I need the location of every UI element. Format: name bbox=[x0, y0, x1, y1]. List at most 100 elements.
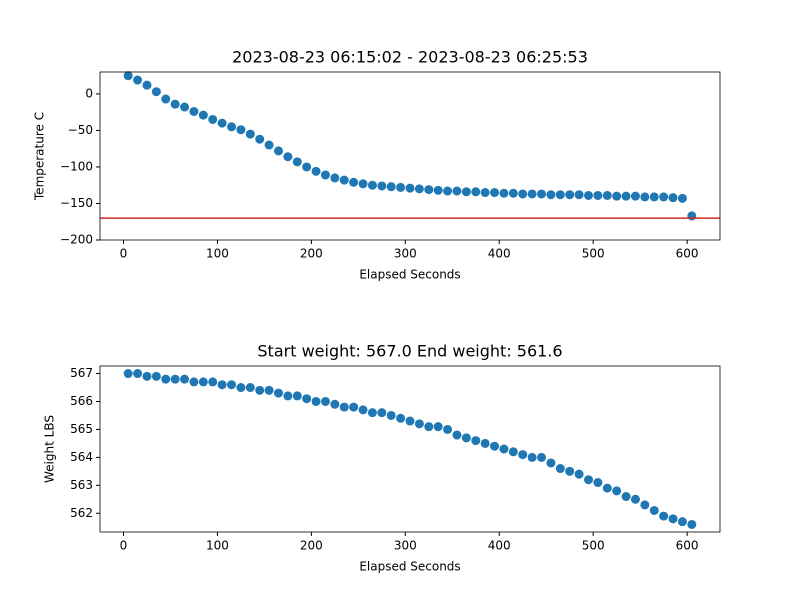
x-axis-label: Elapsed Seconds bbox=[359, 268, 460, 282]
point bbox=[405, 183, 415, 193]
point bbox=[236, 125, 246, 135]
y-tick-label: −50 bbox=[68, 123, 93, 137]
point bbox=[414, 184, 424, 194]
x-tick-label: 500 bbox=[582, 539, 605, 553]
point bbox=[574, 469, 584, 479]
point bbox=[602, 190, 612, 200]
plot-frame bbox=[99, 71, 721, 241]
point bbox=[189, 377, 199, 387]
y-axis-label: Temperature C bbox=[33, 112, 47, 201]
point bbox=[123, 369, 133, 379]
x-tick-label: 400 bbox=[488, 539, 511, 553]
point bbox=[518, 189, 528, 199]
point bbox=[433, 185, 443, 195]
point bbox=[490, 188, 500, 198]
point bbox=[170, 99, 180, 109]
point bbox=[302, 162, 312, 172]
x-tick-label: 600 bbox=[676, 247, 699, 261]
point bbox=[245, 129, 255, 139]
point bbox=[255, 134, 265, 144]
point bbox=[133, 369, 143, 379]
point bbox=[198, 377, 208, 387]
point bbox=[471, 187, 481, 197]
x-tick-label: 500 bbox=[582, 247, 605, 261]
point bbox=[358, 179, 368, 189]
point bbox=[677, 517, 687, 527]
point bbox=[583, 475, 593, 485]
y-tick-label: 563 bbox=[70, 478, 93, 492]
point bbox=[424, 185, 434, 195]
point bbox=[518, 450, 528, 460]
point bbox=[668, 193, 678, 203]
point bbox=[264, 140, 274, 150]
point bbox=[555, 190, 565, 200]
point bbox=[245, 383, 255, 393]
y-tick-label: 0 bbox=[85, 86, 93, 100]
y-tick-label: −150 bbox=[60, 196, 93, 210]
point bbox=[349, 177, 359, 187]
point bbox=[490, 441, 500, 451]
y-tick-label: 567 bbox=[70, 366, 93, 380]
point bbox=[283, 391, 293, 401]
point bbox=[264, 385, 274, 395]
point bbox=[687, 211, 697, 221]
x-tick-label: 100 bbox=[206, 539, 229, 553]
point bbox=[461, 433, 471, 443]
point bbox=[480, 438, 490, 448]
point bbox=[255, 385, 265, 395]
point bbox=[527, 189, 537, 199]
x-tick-label: 600 bbox=[676, 539, 699, 553]
point bbox=[198, 110, 208, 120]
point bbox=[330, 399, 340, 409]
point bbox=[424, 422, 434, 432]
y-tick-label: 566 bbox=[70, 394, 93, 408]
point bbox=[630, 494, 640, 504]
point bbox=[677, 193, 687, 203]
y-tick-label: 565 bbox=[70, 422, 93, 436]
point bbox=[208, 377, 218, 387]
point bbox=[311, 396, 321, 406]
point bbox=[180, 102, 190, 112]
point bbox=[396, 413, 406, 423]
point bbox=[217, 118, 227, 128]
point bbox=[217, 380, 227, 390]
y-tick-label: 562 bbox=[70, 506, 93, 520]
point bbox=[640, 192, 650, 202]
point bbox=[339, 402, 349, 412]
y-tick-label: 564 bbox=[70, 450, 93, 464]
point bbox=[565, 190, 575, 200]
point bbox=[320, 396, 330, 406]
point bbox=[142, 80, 152, 90]
point bbox=[433, 422, 443, 432]
point bbox=[377, 408, 387, 418]
point bbox=[630, 191, 640, 201]
point bbox=[273, 146, 283, 156]
point bbox=[546, 190, 556, 200]
point bbox=[537, 189, 547, 199]
point bbox=[602, 483, 612, 493]
point bbox=[621, 191, 631, 201]
x-tick-label: 400 bbox=[488, 247, 511, 261]
point bbox=[443, 424, 453, 434]
point bbox=[273, 388, 283, 398]
point bbox=[189, 106, 199, 116]
point bbox=[471, 436, 481, 446]
point bbox=[311, 166, 321, 176]
point bbox=[161, 374, 171, 384]
x-tick-label: 0 bbox=[120, 539, 128, 553]
x-tick-label: 100 bbox=[206, 247, 229, 261]
point bbox=[386, 182, 396, 192]
point bbox=[649, 505, 659, 515]
x-tick-label: 200 bbox=[300, 539, 323, 553]
point bbox=[508, 188, 518, 198]
y-axis-label: Weight LBS bbox=[43, 415, 57, 483]
y-tick-label: −100 bbox=[60, 159, 93, 173]
point bbox=[583, 190, 593, 200]
point bbox=[151, 371, 161, 381]
point bbox=[499, 444, 509, 454]
chart-title: Start weight: 567.0 End weight: 561.6 bbox=[257, 342, 562, 361]
point bbox=[659, 192, 669, 202]
point bbox=[612, 191, 622, 201]
point bbox=[208, 114, 218, 124]
point bbox=[236, 383, 246, 393]
